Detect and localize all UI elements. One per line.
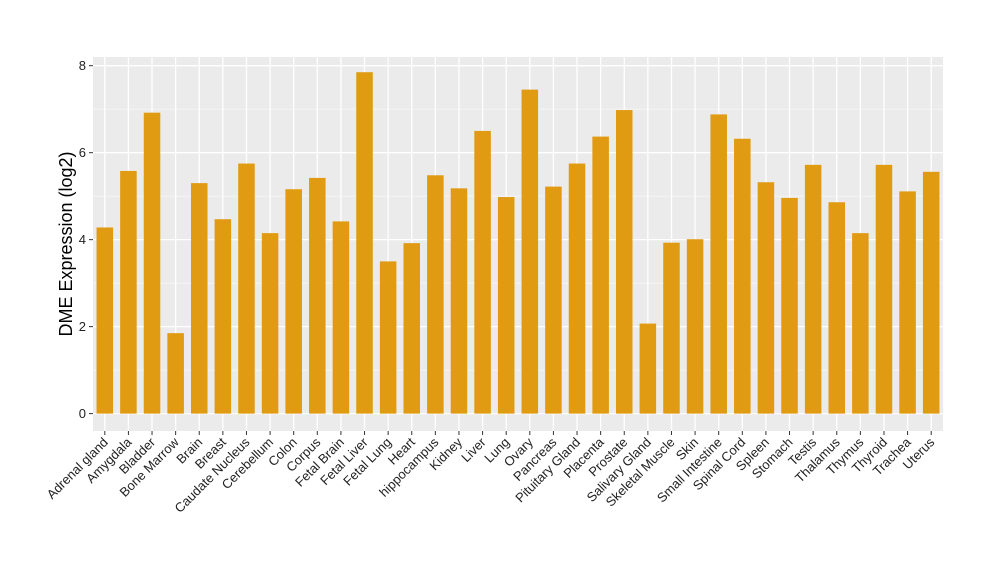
- bar: [615, 110, 633, 414]
- x-tick-label: Liver: [458, 434, 489, 465]
- plot-panel: [93, 57, 943, 431]
- bar: [261, 233, 279, 414]
- bars: [96, 72, 940, 414]
- y-tick-label: 4: [79, 232, 86, 247]
- bar: [521, 89, 539, 414]
- bar: [663, 242, 680, 414]
- bar: [828, 202, 846, 414]
- bar: [781, 197, 798, 414]
- y-tick-label: 6: [79, 145, 86, 160]
- bar: [497, 197, 515, 414]
- bar: [238, 163, 255, 414]
- y-axis-title: DME Expression (log2): [56, 151, 76, 336]
- bar: [474, 130, 491, 414]
- bar: [639, 323, 657, 414]
- bar: [852, 233, 869, 414]
- bar: [96, 227, 114, 414]
- bar: [545, 186, 562, 414]
- bar: [403, 243, 421, 414]
- bar: [875, 164, 893, 414]
- bar: [592, 136, 609, 414]
- bar: [686, 239, 704, 414]
- bar: [214, 219, 232, 414]
- bar: [804, 164, 822, 414]
- bar: [190, 183, 208, 414]
- y-tick-label: 2: [79, 319, 86, 334]
- bar: [427, 175, 444, 414]
- bar: [356, 72, 373, 414]
- bar: [450, 188, 468, 414]
- bar: [332, 221, 350, 414]
- bar: [734, 138, 751, 414]
- bar: [899, 191, 916, 414]
- bar: [568, 163, 586, 414]
- y-axis: 0 2 4 6 8: [79, 58, 93, 421]
- bar: [167, 333, 184, 414]
- bar: [143, 112, 161, 414]
- y-tick-label: 8: [79, 58, 86, 73]
- bar: [379, 261, 397, 414]
- bar: [309, 177, 326, 414]
- bar: [285, 189, 302, 414]
- bar: [922, 171, 940, 414]
- y-tick-label: 0: [79, 406, 86, 421]
- bar: [710, 114, 727, 414]
- bar: [757, 182, 775, 414]
- bar: [120, 170, 137, 414]
